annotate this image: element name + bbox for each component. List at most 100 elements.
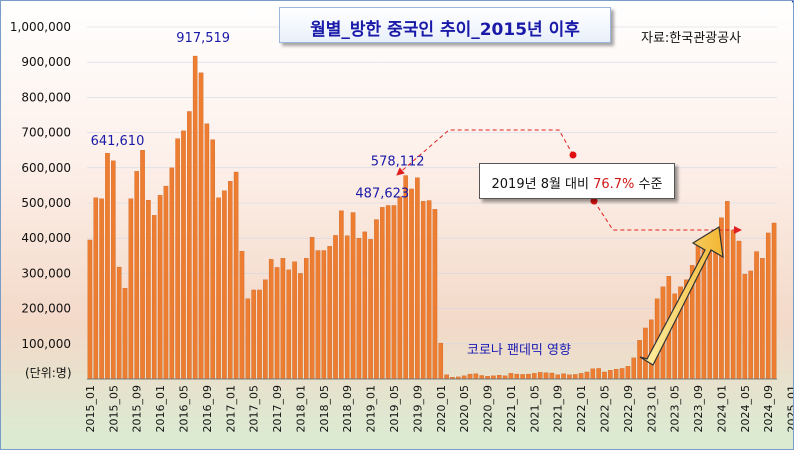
bar — [216, 197, 221, 380]
bar — [742, 273, 748, 380]
pandemic-note: 코로나 팬데믹 영향 — [467, 343, 571, 358]
y-tick-label: 900,000 — [21, 55, 71, 69]
bar — [151, 215, 157, 380]
bar — [608, 370, 613, 380]
bar — [245, 298, 251, 380]
bar — [146, 200, 151, 380]
bar — [274, 267, 280, 380]
bar — [637, 340, 642, 380]
callout-text: 2019년 8월 대비 76.7% 수준 — [480, 173, 674, 192]
bar — [187, 111, 192, 380]
bar — [537, 372, 543, 380]
bar — [549, 372, 555, 380]
bar — [198, 72, 204, 380]
bar — [420, 201, 426, 380]
bar — [140, 150, 145, 380]
bar — [157, 195, 163, 380]
x-tick-label: 2019_01 — [365, 385, 378, 433]
bar — [613, 368, 619, 380]
x-tick-label: 2016_05 — [177, 385, 190, 433]
bar — [99, 198, 104, 380]
bar — [426, 200, 432, 380]
bar — [362, 231, 368, 380]
y-tick-label: 200,000 — [21, 302, 71, 316]
bar — [514, 373, 520, 380]
y-tick-label: 700,000 — [21, 126, 71, 140]
x-tick-label: 2021_01 — [505, 385, 518, 433]
bar — [321, 250, 327, 380]
bar — [532, 373, 537, 380]
bar — [467, 373, 473, 380]
bar — [263, 279, 268, 380]
bar — [625, 366, 631, 380]
bar — [315, 250, 321, 380]
bar — [222, 190, 227, 380]
x-tick-label: 2020_05 — [458, 385, 471, 433]
unit-label: (단위:명) — [25, 366, 72, 380]
x-tick-label: 2018_01 — [294, 385, 307, 433]
bar — [526, 373, 531, 380]
y-tick-label: 400,000 — [21, 231, 71, 245]
bar — [292, 261, 297, 380]
bar — [725, 201, 730, 380]
chart-title: 월별_방한 중국인 추이_2015년 이후 — [310, 20, 580, 40]
bar — [304, 258, 309, 380]
bar — [543, 372, 549, 380]
x-tick-label: 2023_09 — [692, 385, 705, 433]
bar — [567, 374, 572, 380]
bar — [111, 160, 116, 380]
y-tick-label: 1,000,000 — [10, 20, 71, 34]
bar — [163, 185, 169, 380]
bar — [356, 238, 362, 380]
x-tick-label: 2015_01 — [84, 385, 97, 433]
bar — [590, 368, 596, 380]
bar — [754, 251, 759, 380]
x-tick-label: 2022_05 — [599, 385, 612, 433]
y-tick-label: 500,000 — [21, 196, 71, 210]
bar — [134, 171, 139, 380]
bar — [508, 373, 514, 380]
x-tick-label: 2021_09 — [552, 385, 565, 433]
bar — [350, 212, 356, 380]
bar — [128, 198, 134, 380]
bar — [192, 55, 198, 380]
bar — [631, 357, 637, 380]
bar — [584, 371, 590, 380]
data-label: 487,623 — [355, 186, 409, 201]
y-tick-label: 800,000 — [21, 90, 71, 104]
bar — [619, 368, 625, 380]
bar — [736, 240, 742, 380]
bar — [578, 373, 584, 380]
bar — [397, 196, 403, 380]
x-tick-label: 2024_05 — [739, 385, 752, 433]
callout-percent: 76.7% — [593, 177, 635, 192]
x-tick-label: 2024_09 — [762, 385, 775, 433]
bar — [444, 374, 449, 380]
x-tick-label: 2022_09 — [622, 385, 635, 433]
x-tick-label: 2017_05 — [248, 385, 261, 433]
callout-dot — [590, 197, 598, 205]
bar — [268, 259, 274, 380]
bar — [572, 374, 578, 380]
source-label: 자료:한국관광공사 — [641, 31, 742, 46]
bar — [391, 205, 397, 380]
x-tick-label: 2018_05 — [318, 385, 331, 433]
bar — [327, 246, 332, 380]
bar — [239, 251, 245, 380]
bar — [116, 266, 122, 380]
bar — [227, 181, 233, 380]
bar — [251, 289, 256, 380]
bar — [175, 138, 180, 380]
bar — [368, 239, 373, 380]
data-label: 443,230 — [766, 1, 793, 5]
x-tick-label: 2023_05 — [669, 385, 682, 433]
y-tick-label: 300,000 — [21, 266, 71, 280]
x-tick-label: 2019_05 — [388, 385, 401, 433]
bar — [643, 327, 648, 380]
bar — [339, 210, 344, 380]
bar — [204, 123, 210, 380]
bar — [286, 269, 292, 380]
bar — [432, 209, 438, 380]
bar — [385, 205, 391, 380]
